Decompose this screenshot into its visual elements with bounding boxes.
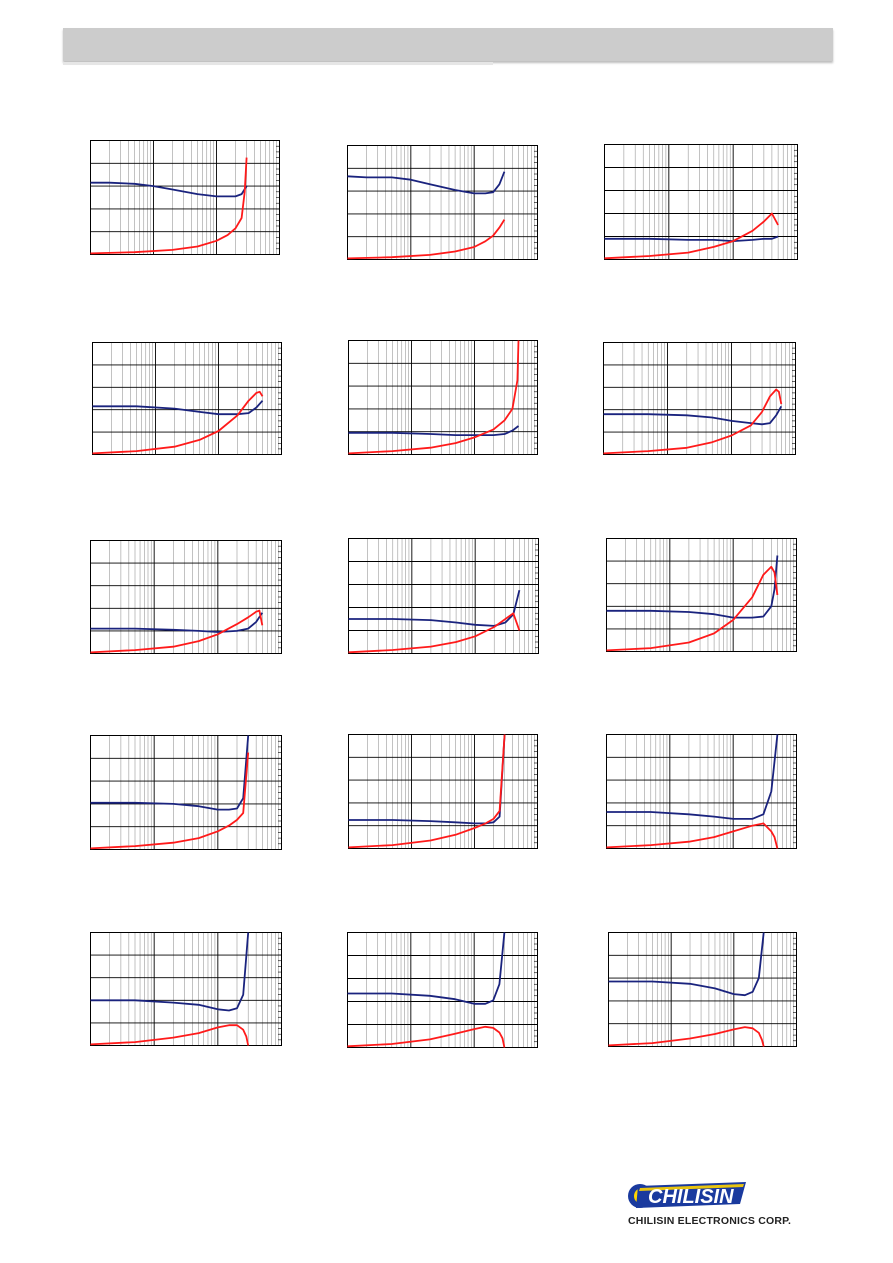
plot-frame xyxy=(348,340,538,455)
plot-frame xyxy=(348,734,538,849)
plot-frame xyxy=(90,932,282,1046)
blue-series-line xyxy=(347,171,506,195)
chart-11 xyxy=(348,734,539,850)
blue-series-line xyxy=(92,400,264,416)
blue-series-line xyxy=(604,235,779,242)
logo-highlight xyxy=(639,1184,744,1191)
red-series-line xyxy=(90,609,264,654)
chart-11-svg xyxy=(348,734,538,849)
chart-9-svg xyxy=(606,538,797,652)
blue-series-line xyxy=(90,612,264,633)
chart-14 xyxy=(347,932,539,1049)
plot-frame xyxy=(90,735,282,850)
chart-1-svg xyxy=(90,140,280,255)
blue-series-line xyxy=(603,405,783,426)
red-series-line xyxy=(90,752,250,850)
plot-frame xyxy=(608,932,797,1047)
blue-series-line xyxy=(348,425,520,436)
chart-1 xyxy=(90,140,281,256)
red-series-line xyxy=(92,390,264,455)
plot-frame xyxy=(90,540,282,654)
blue-series-line xyxy=(608,932,765,997)
chart-6-svg xyxy=(603,342,796,455)
blue-series-line xyxy=(348,734,506,825)
red-series-line xyxy=(347,1025,506,1048)
chart-3 xyxy=(604,144,799,261)
header-band xyxy=(63,28,833,61)
chart-14-svg xyxy=(347,932,538,1048)
chart-13-svg xyxy=(90,932,282,1046)
chart-5-svg xyxy=(348,340,538,455)
blue-series-line xyxy=(90,735,250,811)
chart-10 xyxy=(90,735,283,851)
blue-series-line xyxy=(348,589,521,627)
chart-7-svg xyxy=(90,540,282,654)
plot-frame xyxy=(606,538,797,652)
chart-4-svg xyxy=(92,342,282,455)
chart-7 xyxy=(90,540,283,655)
chart-2 xyxy=(347,145,539,261)
chart-3-svg xyxy=(604,144,798,260)
blue-series-line xyxy=(606,555,779,619)
blue-series-line xyxy=(90,181,248,198)
red-series-line xyxy=(90,1024,250,1046)
red-series-line xyxy=(347,219,506,260)
chart-2-svg xyxy=(347,145,538,260)
plot-frame xyxy=(347,145,538,260)
red-series-line xyxy=(606,565,779,652)
red-series-line xyxy=(90,157,248,255)
red-series-line xyxy=(348,340,520,455)
chart-12-svg xyxy=(606,734,797,849)
red-series-line xyxy=(604,212,779,260)
blue-series-line xyxy=(347,932,506,1005)
red-series-line xyxy=(608,1026,765,1047)
logo-wordmark: CHILISIN xyxy=(648,1186,734,1208)
chart-15-svg xyxy=(608,932,797,1047)
chart-15 xyxy=(608,932,798,1048)
plot-frame xyxy=(92,342,282,455)
blue-series-line xyxy=(606,734,779,820)
red-series-line xyxy=(603,388,783,455)
chart-6 xyxy=(603,342,797,456)
blue-series-line xyxy=(90,932,250,1012)
red-series-line xyxy=(348,612,521,654)
header-rule xyxy=(63,62,493,65)
chart-5 xyxy=(348,340,539,456)
chart-10-svg xyxy=(90,735,282,850)
red-series-line xyxy=(606,822,779,849)
chart-13 xyxy=(90,932,283,1047)
chart-8-svg xyxy=(348,538,539,654)
chart-12 xyxy=(606,734,798,850)
company-name: CHILISIN ELECTRONICS CORP. xyxy=(628,1215,792,1227)
plot-frame xyxy=(90,140,280,255)
company-logo: CHILISIN xyxy=(628,1182,746,1208)
chart-9 xyxy=(606,538,798,653)
plot-frame xyxy=(606,734,797,849)
plot-frame xyxy=(603,342,796,455)
chart-8 xyxy=(348,538,540,655)
plot-frame xyxy=(347,932,538,1048)
plot-frame xyxy=(604,144,798,260)
chart-4 xyxy=(92,342,283,456)
plot-frame xyxy=(348,538,539,654)
red-series-line xyxy=(348,734,506,849)
